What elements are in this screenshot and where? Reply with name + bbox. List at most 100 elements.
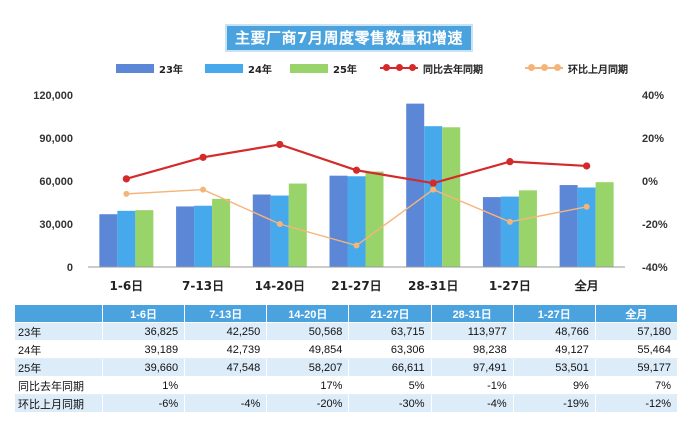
table-cell: 9% bbox=[512, 376, 596, 395]
table-cell: 39,660 bbox=[101, 358, 186, 377]
table-cell: 63,715 bbox=[348, 322, 432, 341]
table-cell: 63,306 bbox=[348, 340, 432, 359]
x-tick-label: 28-31日 bbox=[408, 279, 458, 293]
legend-item-yoy: 同比去年同期 bbox=[380, 61, 483, 76]
legend: 23年 24年 25年 同比去年同期 环比上月同期 bbox=[0, 61, 690, 77]
x-tick-label: 14-20日 bbox=[255, 279, 305, 293]
table-cell: -30% bbox=[348, 394, 432, 413]
point-环比上月同期 bbox=[583, 203, 590, 210]
table-cell: 66,611 bbox=[348, 358, 432, 377]
row-label: 25年 bbox=[14, 358, 103, 377]
table-cell: 113,977 bbox=[430, 322, 514, 341]
point-环比上月同期 bbox=[353, 242, 360, 249]
legend-label-24: 24年 bbox=[248, 64, 272, 76]
y-right-tick-label: 0% bbox=[642, 176, 658, 188]
table-header-cell: 28-31日 bbox=[430, 304, 514, 323]
legend-swatch-23 bbox=[116, 63, 154, 73]
legend-label-23: 23年 bbox=[159, 64, 183, 76]
y-right-tick-label: -20% bbox=[642, 219, 668, 231]
table-cell: 55,464 bbox=[594, 340, 679, 359]
table-row: 环比上月同期 -6% -4% -20% -30% -4% -19% -12% bbox=[14, 394, 679, 413]
legend-swatch-25 bbox=[290, 63, 328, 73]
table-cell: -4% bbox=[430, 394, 514, 413]
table-cell: 50,568 bbox=[266, 322, 350, 341]
point-同比去年同期 bbox=[583, 162, 591, 170]
bar-25年 bbox=[212, 198, 231, 267]
point-同比去年同期 bbox=[199, 153, 207, 161]
y-left-tick-label: 0 bbox=[67, 262, 73, 274]
row-label: 同比去年同期 bbox=[14, 376, 103, 395]
chart-canvas: 0 30,000 60,000 90,000 120,000 -40% -20% 0% 20% 4… bbox=[33, 90, 668, 293]
table-cell: 17% bbox=[266, 376, 350, 395]
bar-24年 bbox=[577, 187, 596, 267]
x-tick-label: 1-6日 bbox=[110, 279, 144, 293]
table-cell: -1% bbox=[430, 376, 514, 395]
table-header-cell: 7-13日 bbox=[184, 304, 268, 323]
legend-swatch-yoy bbox=[380, 63, 418, 73]
table-cell: 5% bbox=[348, 376, 432, 395]
chart-title: 主要厂商7月周度零售数量和增速 bbox=[225, 24, 473, 52]
point-同比去年同期 bbox=[352, 166, 361, 174]
table-cell: 53,501 bbox=[512, 358, 596, 377]
y-left-tick-label: 60,000 bbox=[39, 176, 73, 188]
table-cell: -20% bbox=[266, 394, 350, 413]
row-label: 24年 bbox=[14, 340, 103, 359]
table-cell: 57,180 bbox=[594, 322, 679, 341]
bar-25年 bbox=[518, 190, 537, 267]
table-cell: 58,207 bbox=[266, 358, 350, 377]
table-cell: 47,548 bbox=[184, 358, 268, 377]
x-tick-label: 1-27日 bbox=[489, 279, 531, 293]
bar-25年 bbox=[135, 210, 154, 267]
table-header-cell: 1-27日 bbox=[512, 304, 596, 323]
legend-swatch-mom bbox=[525, 63, 563, 73]
bar-24年 bbox=[347, 176, 366, 267]
bar-25年 bbox=[288, 183, 307, 267]
table-header-row: 1-6日 7-13日 14-20日 21-27日 28-31日 1-27日 全月 bbox=[14, 304, 679, 323]
row-label: 环比上月同期 bbox=[14, 394, 103, 413]
table-row: 同比去年同期 1% 17% 5% -1% 9% 7% bbox=[14, 376, 679, 395]
point-同比去年同期 bbox=[429, 179, 437, 187]
bar-23年 bbox=[99, 214, 118, 267]
table-cell: 42,739 bbox=[184, 340, 268, 359]
legend-label-yoy: 同比去年同期 bbox=[423, 64, 483, 76]
bar-25年 bbox=[365, 171, 384, 267]
point-环比上月同期 bbox=[506, 218, 513, 225]
table-cell: 98,238 bbox=[430, 340, 514, 359]
row-label: 23年 bbox=[14, 322, 103, 341]
legend-label-25: 25年 bbox=[333, 64, 357, 76]
bar-24年 bbox=[194, 205, 213, 267]
table-cell: 59,177 bbox=[594, 358, 679, 377]
legend-item-mom: 环比上月同期 bbox=[525, 61, 628, 76]
legend-item-24: 24年 bbox=[205, 61, 272, 76]
table-cell: 39,189 bbox=[101, 340, 186, 359]
table-cell: 42,250 bbox=[184, 322, 268, 341]
y-left-tick-label: 120,000 bbox=[33, 90, 73, 102]
y-right-tick-label: 40% bbox=[642, 90, 664, 102]
bar-25年 bbox=[595, 182, 614, 267]
x-tick-label: 全月 bbox=[574, 278, 599, 293]
data-table: 1-6日 7-13日 14-20日 21-27日 28-31日 1-27日 全月… bbox=[14, 304, 679, 413]
bar-23年 bbox=[252, 194, 271, 267]
legend-item-23: 23年 bbox=[116, 61, 183, 76]
bar-24年 bbox=[270, 195, 289, 267]
legend-swatch-24 bbox=[205, 63, 243, 73]
y-right-tick-label: 20% bbox=[642, 133, 664, 145]
table-cell: -19% bbox=[512, 394, 596, 413]
legend-label-mom: 环比上月同期 bbox=[568, 64, 628, 76]
table-header-cell: 全月 bbox=[594, 304, 679, 323]
bar-24年 bbox=[424, 126, 443, 267]
point-同比去年同期 bbox=[506, 158, 514, 166]
point-环比上月同期 bbox=[123, 190, 130, 197]
table-row: 25年 39,660 47,548 58,207 66,611 97,491 5… bbox=[14, 358, 679, 377]
y-right-tick-label: -40% bbox=[642, 262, 668, 274]
table-cell: -4% bbox=[184, 394, 268, 413]
point-同比去年同期 bbox=[122, 175, 130, 183]
table-cell: 7% bbox=[594, 376, 679, 395]
table-cell: 49,854 bbox=[266, 340, 350, 359]
bar-23年 bbox=[406, 103, 425, 267]
table-cell: 49,127 bbox=[512, 340, 596, 359]
bar-23年 bbox=[482, 197, 501, 267]
table-row: 23年 36,825 42,250 50,568 63,715 113,977 … bbox=[14, 322, 679, 341]
table-row: 24年 39,189 42,739 49,854 63,306 98,238 4… bbox=[14, 340, 679, 359]
table-header-cell: 14-20日 bbox=[266, 304, 350, 323]
